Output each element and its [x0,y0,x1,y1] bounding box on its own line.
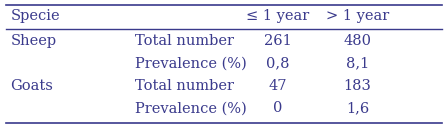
Text: Total number: Total number [135,79,234,93]
Text: 8,1: 8,1 [346,57,369,70]
Text: 0: 0 [273,101,282,115]
Text: 1,6: 1,6 [346,101,369,115]
Text: Sheep: Sheep [10,34,56,48]
Text: 183: 183 [344,79,371,93]
Text: Prevalence (%): Prevalence (%) [135,101,247,115]
Text: 47: 47 [268,79,287,93]
Text: 261: 261 [263,34,291,48]
Text: ≤ 1 year: ≤ 1 year [246,9,309,23]
Text: > 1 year: > 1 year [326,9,389,23]
Text: Goats: Goats [10,79,53,93]
Text: Specie: Specie [10,9,60,23]
Text: Prevalence (%): Prevalence (%) [135,57,247,70]
Text: Total number: Total number [135,34,234,48]
Text: 0,8: 0,8 [266,57,289,70]
Text: 480: 480 [344,34,371,48]
